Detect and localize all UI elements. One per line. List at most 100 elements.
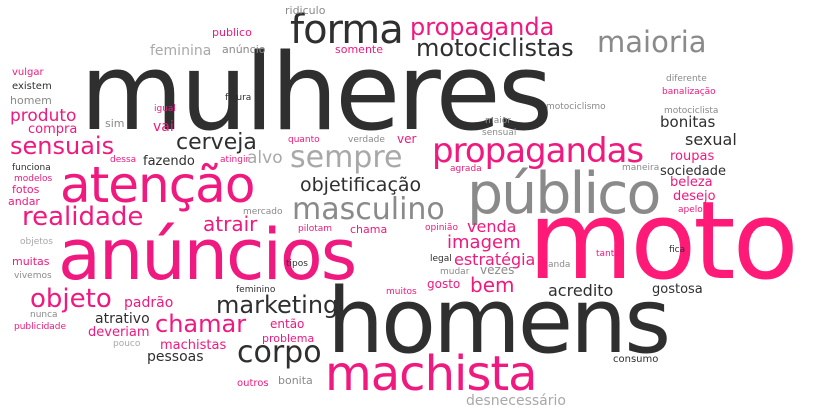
word-apelo: apelo bbox=[678, 205, 703, 215]
word-estrategia: estratégia bbox=[454, 250, 536, 269]
word-atencao: atenção bbox=[60, 156, 255, 214]
word-fazendo: fazendo bbox=[143, 154, 195, 169]
word-tipos: tipos bbox=[286, 259, 308, 269]
word-banalizacao: banalização bbox=[662, 87, 716, 97]
word-fica: fica bbox=[669, 245, 686, 255]
word-pilotam: pilotam bbox=[298, 224, 333, 234]
word-igual: igual bbox=[154, 104, 176, 114]
word-funciona: funciona bbox=[12, 163, 51, 173]
word-propaganda: propaganda bbox=[410, 13, 555, 41]
word-acredito: acredito bbox=[548, 281, 614, 300]
word-masculino: masculino bbox=[292, 192, 445, 227]
word-maneira: maneira bbox=[622, 163, 660, 173]
word-homem: homem bbox=[10, 94, 52, 107]
word-mudar: mudar bbox=[440, 267, 470, 277]
word-mercado: mercado bbox=[243, 207, 283, 217]
word-pouco: pouco bbox=[113, 339, 141, 349]
word-objeto: objeto bbox=[30, 284, 112, 314]
word-imagem: imagem bbox=[447, 232, 521, 253]
word-padrao: padrão bbox=[124, 295, 174, 311]
word-sim: sim bbox=[105, 117, 125, 130]
word-agrada: agrada bbox=[450, 164, 482, 174]
word-somente: somente bbox=[335, 43, 383, 56]
word-vivemos: vivemos bbox=[14, 271, 52, 281]
word-andar: andar bbox=[8, 195, 40, 208]
word-cerveja: cerveja bbox=[176, 130, 257, 155]
word-machista: machista bbox=[325, 346, 538, 402]
word-dessa: dessa bbox=[110, 155, 137, 165]
word-motociclismo: motociclismo bbox=[546, 102, 606, 112]
word-alvo: alvo bbox=[247, 148, 283, 168]
word-mulheres: mulheres bbox=[80, 31, 553, 154]
word-figura: figura bbox=[225, 93, 252, 103]
word-diferente: diferente bbox=[666, 74, 707, 84]
word-existem: existem bbox=[12, 81, 52, 92]
word-deveriam: deveriam bbox=[88, 325, 150, 340]
word-atingir: atingir bbox=[220, 155, 250, 165]
word-maior: maior bbox=[485, 116, 511, 126]
word-legal: legal bbox=[430, 254, 452, 264]
word-motociclista: motociclista bbox=[664, 106, 719, 116]
word-problema: problema bbox=[262, 332, 315, 345]
word-sensuais: sensuais bbox=[10, 132, 115, 160]
word-desejo: desejo bbox=[673, 189, 716, 204]
word-chamar: chamar bbox=[155, 310, 247, 338]
word-moto: moto bbox=[528, 179, 799, 304]
word-publico: público bbox=[467, 161, 661, 227]
word-chama: chama bbox=[350, 223, 388, 236]
word-fotos: fotos bbox=[12, 183, 40, 196]
word-tanto: tanto bbox=[596, 249, 620, 259]
word-homens: homens bbox=[327, 269, 671, 374]
word-verdade: verdade bbox=[348, 135, 385, 145]
word-atrair: atrair bbox=[203, 212, 258, 236]
word-sociedade: sociedade bbox=[660, 164, 726, 179]
word-publicidade: publicidade bbox=[14, 322, 67, 332]
word-realidade: realidade bbox=[22, 202, 144, 232]
word-outros: outros bbox=[237, 378, 269, 389]
word-produto: produto bbox=[10, 106, 77, 126]
word-atrativo: atrativo bbox=[95, 311, 150, 327]
word-anuncio: anúncio bbox=[222, 43, 266, 56]
word-beleza: beleza bbox=[670, 175, 713, 190]
word-pessoas: pessoas bbox=[147, 349, 204, 365]
word-corpo: corpo bbox=[237, 335, 322, 370]
word-entao: então bbox=[270, 317, 305, 331]
word-consumo: consumo bbox=[613, 354, 659, 365]
word-anda: anda bbox=[548, 260, 571, 270]
word-publico-small: publico bbox=[212, 26, 252, 39]
word-ridiculo: ridiculo bbox=[285, 4, 326, 17]
word-maioria: maioria bbox=[597, 25, 707, 59]
word-feminina: feminina bbox=[150, 43, 212, 59]
word-quanto: quanto bbox=[288, 135, 320, 145]
word-opiniao: opinião bbox=[425, 223, 458, 233]
word-roupas: roupas bbox=[670, 149, 715, 164]
word-muitos: muitos bbox=[386, 287, 417, 297]
word-machistas: machistas bbox=[160, 338, 227, 353]
word-sempre: sempre bbox=[290, 140, 403, 175]
word-anuncios: anúncios bbox=[58, 214, 357, 296]
word-vezes: vezes bbox=[480, 263, 515, 277]
word-gosto: gosto bbox=[427, 277, 461, 291]
word-propagandas: propagandas bbox=[432, 131, 644, 171]
word-compra: compra bbox=[28, 122, 78, 137]
word-forma: forma bbox=[290, 7, 404, 53]
word-sensual: sensual bbox=[482, 128, 517, 138]
word-motociclistas: motociclistas bbox=[416, 34, 574, 62]
word-desnecessario: desnecessário bbox=[466, 393, 566, 409]
word-bem: bem bbox=[470, 273, 515, 297]
word-feminino: feminino bbox=[236, 285, 276, 295]
word-vai: vai bbox=[153, 119, 174, 135]
word-modelos: modelos bbox=[14, 174, 53, 184]
word-muitas: muitas bbox=[12, 255, 50, 268]
word-vulgar: vulgar bbox=[12, 67, 44, 78]
word-ver: ver bbox=[397, 132, 417, 146]
word-objetos: objetos bbox=[20, 237, 53, 247]
word-venda: venda bbox=[467, 217, 517, 236]
word-objetificacao: objetificação bbox=[300, 174, 422, 196]
word-gostosa: gostosa bbox=[652, 282, 703, 297]
word-bonitas: bonitas bbox=[660, 113, 716, 131]
word-nunca: nunca bbox=[30, 310, 58, 320]
word-sexual: sexual bbox=[685, 130, 737, 149]
word-bonita: bonita bbox=[278, 374, 313, 387]
